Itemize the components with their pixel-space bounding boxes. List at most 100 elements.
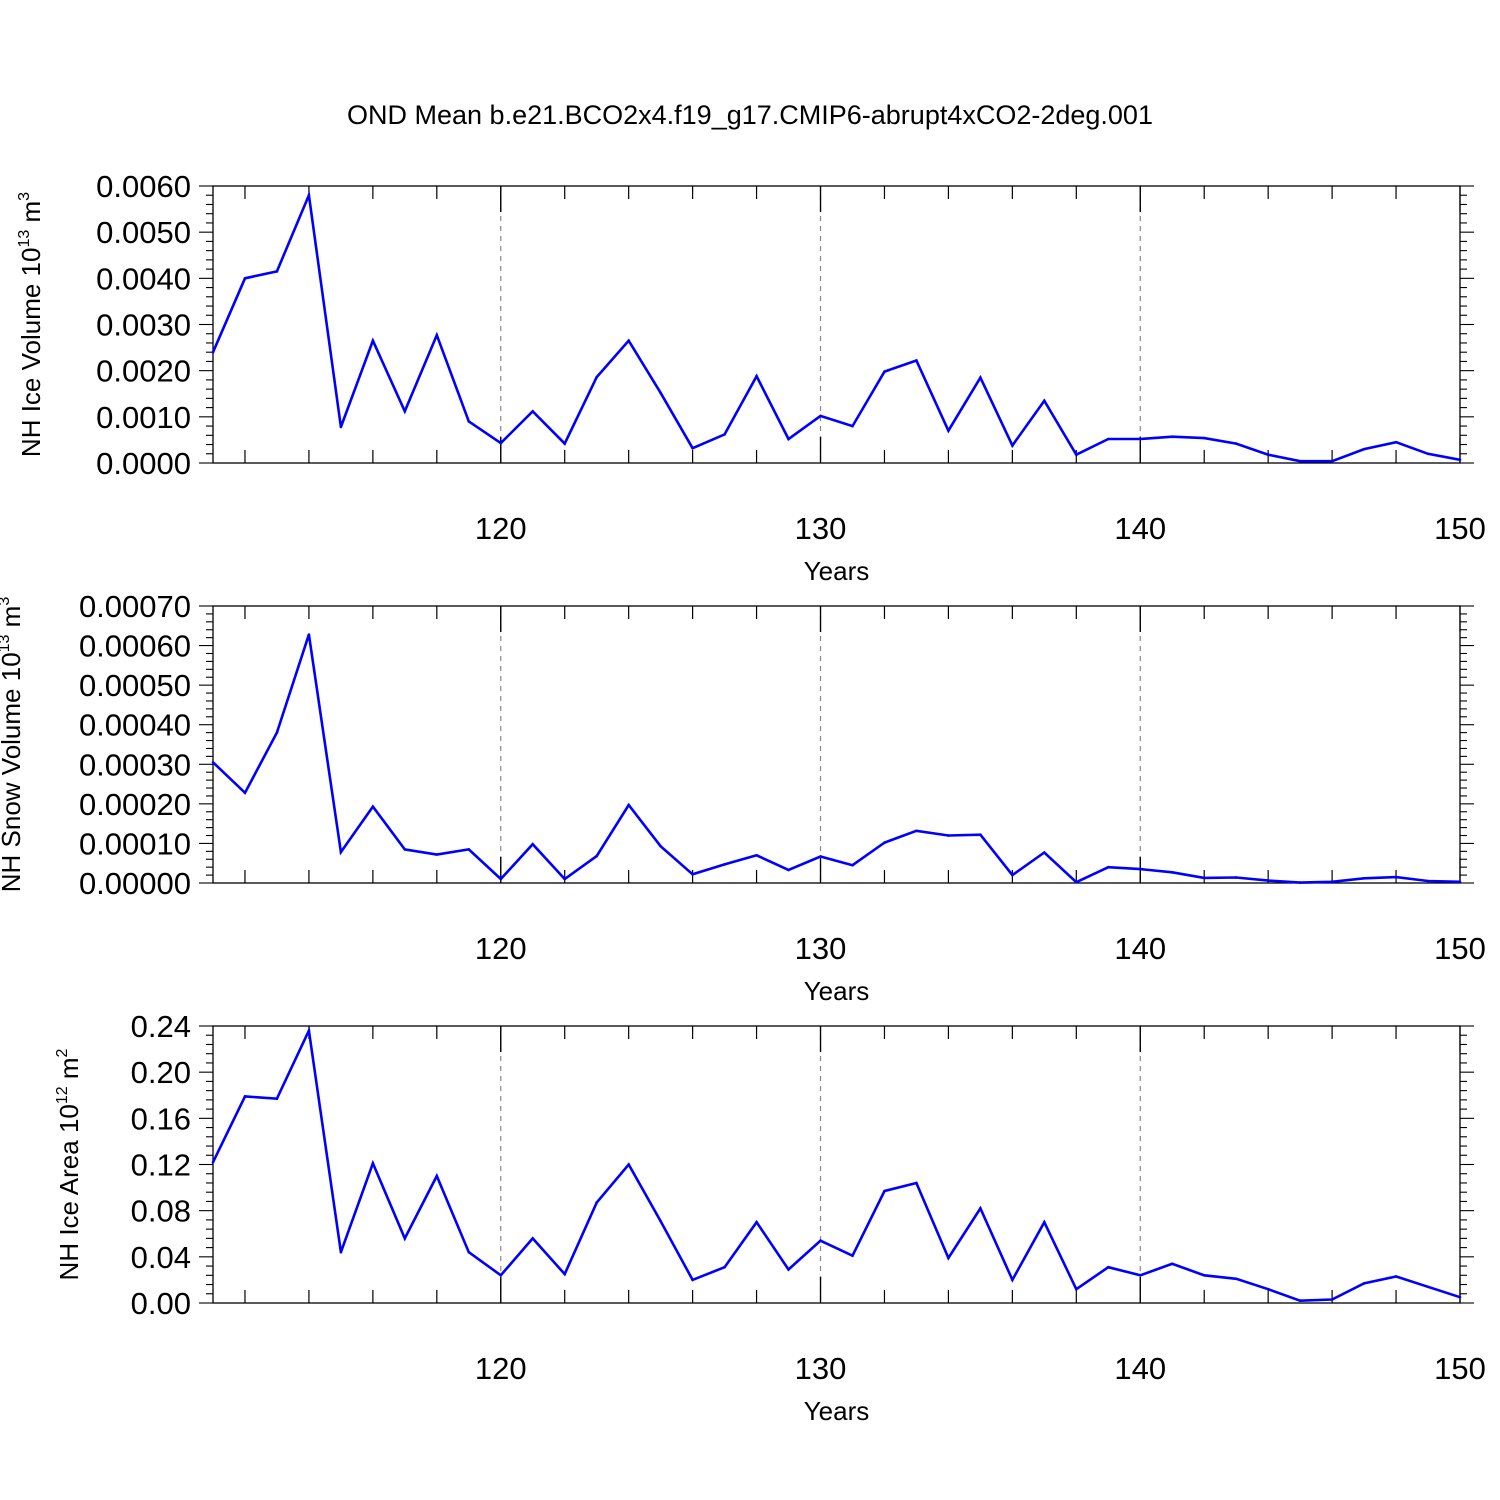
data-point bbox=[883, 1189, 886, 1193]
data-point bbox=[435, 853, 439, 856]
y-tick-label: 0.24 bbox=[131, 1009, 191, 1044]
data-point bbox=[1266, 1287, 1270, 1291]
data-point bbox=[627, 339, 630, 342]
data-point bbox=[1426, 879, 1430, 883]
data-point bbox=[1330, 1298, 1334, 1301]
data-point bbox=[1202, 436, 1206, 440]
data-point bbox=[979, 833, 982, 837]
data-point bbox=[723, 1265, 726, 1269]
data-point bbox=[627, 803, 630, 807]
data-point bbox=[1202, 1274, 1206, 1277]
data-point bbox=[339, 425, 343, 429]
series-line bbox=[211, 1026, 1461, 1303]
data-point bbox=[1458, 458, 1462, 462]
x-tick-label: 120 bbox=[475, 931, 527, 966]
panels: 120 130 140 150 0.0000 0.0010 0.0020 0.0030 0.00… bbox=[0, 169, 1486, 1426]
data-point bbox=[1298, 459, 1302, 463]
data-point bbox=[723, 433, 726, 436]
y-tick-label: 0.00000 bbox=[79, 866, 191, 901]
series-line bbox=[211, 190, 1461, 463]
data-point bbox=[211, 761, 215, 764]
y-tick-label: 0.20 bbox=[131, 1055, 191, 1090]
data-point bbox=[979, 376, 982, 379]
y-tick-label: 0.00060 bbox=[79, 629, 191, 664]
data-point bbox=[1234, 442, 1238, 445]
data-point bbox=[563, 442, 567, 445]
y-tick-label: 0.08 bbox=[131, 1194, 191, 1229]
data-point bbox=[467, 1250, 471, 1254]
data-point bbox=[691, 1278, 694, 1282]
data-point bbox=[1202, 876, 1206, 880]
data-point bbox=[531, 409, 535, 413]
data-point bbox=[1138, 867, 1142, 871]
x-tick-label: 130 bbox=[795, 931, 847, 966]
data-point bbox=[531, 1237, 535, 1240]
data-point bbox=[691, 446, 694, 450]
data-point bbox=[275, 270, 279, 273]
data-point bbox=[1330, 880, 1334, 884]
data-point bbox=[1011, 1278, 1014, 1282]
y-tick-label: 0.12 bbox=[131, 1148, 191, 1183]
plot-frame bbox=[212, 605, 1461, 884]
data-point bbox=[691, 872, 694, 876]
y-tick-label: 0.00030 bbox=[79, 747, 191, 782]
data-point bbox=[275, 1097, 279, 1101]
data-point bbox=[1043, 851, 1046, 854]
series-line bbox=[212, 634, 1461, 884]
data-point bbox=[1234, 1277, 1238, 1281]
data-point bbox=[1075, 880, 1078, 884]
data-point bbox=[1394, 1275, 1398, 1278]
x-tick-label: 140 bbox=[1114, 931, 1166, 966]
y-tick-label: 0.0010 bbox=[96, 400, 191, 435]
data-point bbox=[243, 277, 247, 280]
data-point bbox=[755, 374, 758, 378]
x-tick-label: 150 bbox=[1434, 1351, 1486, 1386]
x-tick-label: 120 bbox=[475, 511, 527, 546]
data-point bbox=[1458, 1295, 1462, 1299]
data-point bbox=[851, 1254, 854, 1257]
data-point bbox=[851, 424, 854, 428]
data-point bbox=[595, 854, 598, 858]
data-point bbox=[1170, 435, 1174, 438]
data-point bbox=[659, 844, 662, 848]
x-tick-label: 120 bbox=[475, 1351, 527, 1386]
data-point bbox=[403, 848, 407, 851]
data-point bbox=[1170, 1262, 1174, 1266]
data-point bbox=[595, 375, 598, 379]
data-point bbox=[499, 441, 503, 445]
data-point bbox=[1138, 1274, 1142, 1277]
data-point bbox=[1075, 453, 1078, 456]
data-point bbox=[947, 429, 950, 432]
y-tick-label: 0.00020 bbox=[79, 787, 191, 822]
data-point bbox=[435, 333, 439, 337]
x-tick-label: 140 bbox=[1114, 1351, 1166, 1386]
y-tick-label: 0.16 bbox=[131, 1101, 191, 1136]
data-point bbox=[307, 633, 311, 636]
data-point bbox=[1234, 876, 1238, 879]
data-point bbox=[1362, 1282, 1366, 1285]
data-point bbox=[211, 1160, 215, 1164]
data-point bbox=[1106, 865, 1110, 869]
data-point bbox=[787, 437, 790, 441]
data-point bbox=[1075, 1287, 1078, 1291]
x-axis-label: Years bbox=[804, 1396, 870, 1426]
data-point bbox=[627, 1163, 630, 1166]
data-point bbox=[211, 350, 215, 354]
y-tick-label: 0.0020 bbox=[96, 354, 191, 389]
panel-1: 120 130 140 150 0.0000 0.0010 0.0020 0.0030 0.00… bbox=[16, 169, 1486, 586]
data-point bbox=[915, 1181, 918, 1185]
y-axis-label: NH Ice Volume 1013 m3 bbox=[16, 192, 46, 457]
data-point bbox=[787, 1268, 790, 1271]
data-point bbox=[1138, 437, 1142, 441]
data-point bbox=[755, 854, 758, 857]
data-point bbox=[1330, 459, 1334, 463]
data-point bbox=[979, 1207, 982, 1210]
data-point bbox=[339, 850, 343, 854]
data-point bbox=[275, 731, 279, 734]
data-point bbox=[307, 1029, 311, 1032]
y-axis-label: NH Snow Volume 1013 m3 bbox=[0, 597, 26, 893]
data-point bbox=[1170, 871, 1174, 874]
data-point bbox=[1458, 880, 1462, 884]
x-tick-label: 130 bbox=[795, 511, 847, 546]
